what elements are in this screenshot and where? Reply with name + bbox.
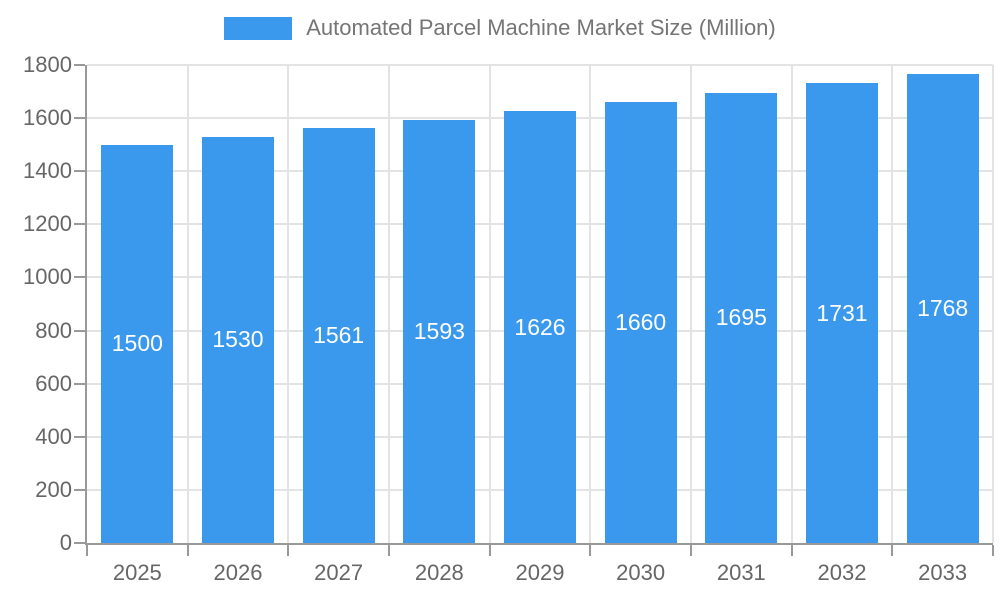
x-axis-tick	[287, 545, 290, 556]
y-axis-tick	[74, 329, 85, 332]
y-axis-tick	[74, 117, 85, 120]
legend-swatch-icon[interactable]	[224, 16, 293, 40]
bar-2033[interactable]: 1768	[906, 73, 979, 543]
gridline-vertical	[992, 65, 994, 543]
gridline-vertical	[689, 65, 692, 543]
x-tick-label: 2031	[716, 560, 766, 585]
gridline-vertical	[790, 65, 793, 543]
bar-2025[interactable]: 1500	[101, 144, 174, 543]
gridline-vertical	[387, 65, 390, 543]
x-axis-tick	[488, 545, 491, 556]
y-axis-tick	[74, 223, 85, 226]
bar-2028[interactable]: 1593	[403, 119, 476, 543]
x-axis-tick	[387, 545, 390, 556]
bar-2029[interactable]: 1626	[504, 111, 576, 543]
x-tick-label: 2030	[616, 560, 666, 585]
x-tick-label: 2029	[515, 560, 565, 585]
x-axis-tick	[790, 545, 793, 556]
x-tick-label: 2032	[817, 560, 867, 585]
y-axis-tick	[74, 542, 85, 544]
x-axis-tick	[86, 545, 88, 556]
bar-value-label: 1660	[615, 309, 667, 336]
y-tick-label: 200	[35, 476, 72, 502]
x-axis-labels: 2025 2026 2027 2028 2029 2030 2031 2032 2033	[87, 556, 993, 596]
bar-value-label: 1561	[313, 322, 365, 349]
bar-value-label: 1695	[715, 304, 767, 331]
y-axis-labels: 0 200 400 600 800 1000 1200 1400 1600 1800	[0, 52, 72, 555]
gridline-vertical	[891, 65, 894, 543]
x-tick-label: 2026	[213, 560, 263, 585]
gridline-horizontal	[87, 64, 993, 66]
bar-2027[interactable]: 1561	[302, 128, 375, 543]
bar-2032[interactable]: 1731	[806, 83, 878, 543]
bar-value-label: 1530	[212, 326, 264, 353]
x-axis-tick	[689, 545, 692, 556]
bar-value-label: 1731	[816, 299, 868, 326]
y-axis-tick	[74, 488, 85, 491]
x-axis-tick	[891, 545, 894, 556]
y-tick-label: 1800	[23, 52, 72, 77]
x-axis-tick	[186, 545, 189, 556]
gridline-vertical	[186, 65, 189, 543]
y-axis-tick	[74, 170, 85, 173]
y-axis-tick	[74, 435, 85, 438]
y-tick-label: 800	[35, 317, 72, 343]
x-tick-label: 2025	[112, 560, 162, 585]
y-tick-label: 600	[35, 370, 72, 396]
y-axis-line	[85, 65, 87, 545]
y-tick-label: 1600	[23, 105, 72, 131]
y-axis-tick	[74, 382, 85, 385]
y-tick-label: 1400	[23, 158, 72, 184]
y-tick-label: 1200	[23, 211, 72, 237]
legend-label[interactable]: Automated Parcel Machine Market Size (Mi…	[306, 15, 776, 40]
legend[interactable]: Automated Parcel Machine Market Size (Mi…	[0, 15, 1000, 41]
bar-value-label: 1593	[413, 317, 465, 344]
gridline-vertical	[287, 65, 290, 543]
plot-area: 1500 1530 1561 1593 1626 1660 1695 1731 1768	[74, 64, 994, 556]
x-axis-tick	[992, 545, 994, 556]
x-axis-tick	[589, 545, 592, 556]
gridline-vertical	[589, 65, 592, 543]
bar-2030[interactable]: 1660	[604, 102, 677, 543]
bar-value-label: 1626	[514, 313, 566, 340]
bar-2026[interactable]: 1530	[201, 136, 274, 543]
y-tick-label: 1000	[23, 264, 72, 290]
y-axis-tick	[74, 276, 85, 279]
x-axis-line	[85, 543, 993, 545]
y-tick-label: 0	[59, 530, 72, 555]
bar-value-label: 1500	[111, 330, 163, 357]
y-axis-tick	[74, 64, 85, 66]
x-tick-label: 2027	[314, 560, 364, 585]
bar-value-label: 1768	[917, 294, 969, 321]
x-tick-label: 2028	[414, 560, 464, 585]
gridline-vertical	[488, 65, 491, 543]
bar-2031[interactable]: 1695	[705, 92, 778, 543]
x-tick-label: 2033	[918, 560, 968, 585]
y-tick-label: 400	[35, 423, 72, 449]
